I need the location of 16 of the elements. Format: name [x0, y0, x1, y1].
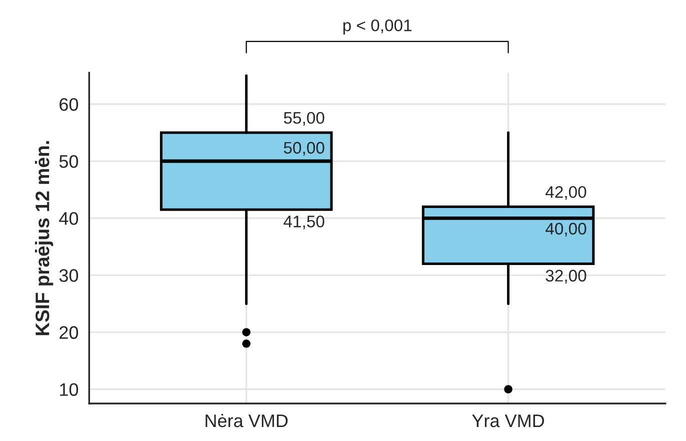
y-tick-label: 50: [59, 155, 78, 168]
annotation: 41,50: [284, 216, 324, 230]
y-tick-label: 30: [59, 269, 78, 282]
y-tick-label: 20: [60, 326, 78, 339]
y-tick-label: 10: [60, 383, 78, 396]
annotation: 32,00: [546, 270, 586, 284]
y-tick-label: 40: [59, 212, 78, 225]
y-tick-label: 60: [60, 98, 78, 111]
text: p < 0,001: [343, 19, 412, 35]
annotation: 50,00: [284, 142, 324, 156]
x-tick-label: Yra VMD: [472, 414, 544, 428]
annotation: 40,00: [546, 222, 586, 237]
y-axis-title: KSIF praėjus 12 mėn.: [35, 141, 54, 336]
annotation: 42,00: [546, 186, 586, 200]
x-tick-label: Nėra VMD: [206, 414, 288, 428]
annotation: 55,00: [284, 112, 324, 126]
